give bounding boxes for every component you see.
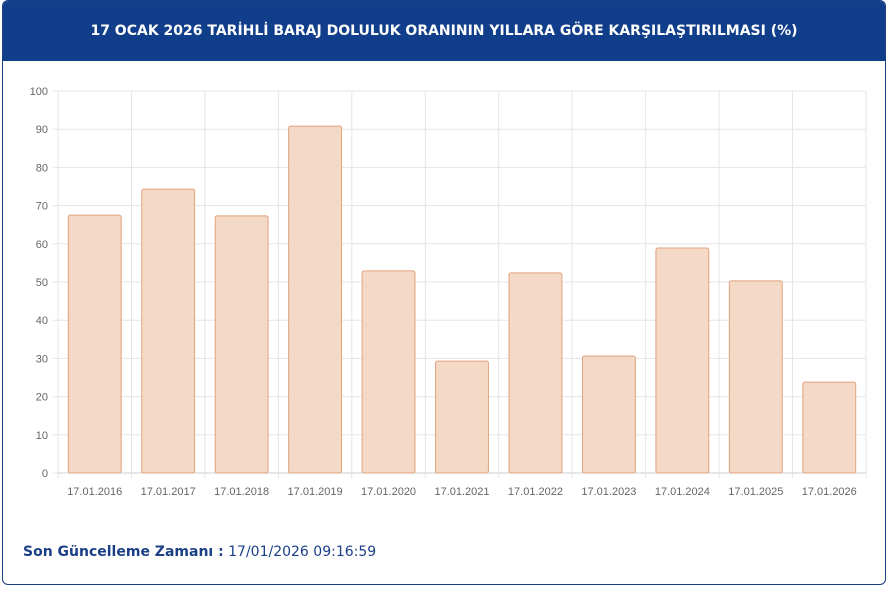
y-tick-label: 0 (42, 468, 48, 480)
x-tick-label: 17.01.2016 (67, 486, 122, 498)
bar (802, 381, 857, 474)
chart: 0 10 20 30 40 50 60 70 80 90 100 17.01.2016 17.01.20… (30, 86, 867, 498)
bar (728, 280, 783, 474)
y-tick-label: 80 (36, 162, 48, 174)
y-tick-label: 30 (36, 353, 48, 365)
x-tick-label: 17.01.2017 (141, 486, 196, 498)
update-time: Son Güncelleme Zamanı : 17/01/2026 09:16… (23, 544, 376, 560)
x-tick-label: 17.01.2022 (508, 486, 563, 498)
y-tick-label: 50 (36, 277, 48, 289)
y-tick-label: 20 (36, 392, 48, 404)
x-tick-label: 17.01.2026 (802, 486, 857, 498)
bar (288, 125, 343, 474)
x-tick-label: 17.01.2018 (214, 486, 269, 498)
update-label: Son Güncelleme Zamanı : (23, 544, 224, 560)
bar (435, 360, 489, 474)
y-tick-label: 40 (36, 315, 48, 327)
x-tick-label: 17.01.2019 (288, 486, 343, 498)
x-tick-label: 17.01.2021 (434, 486, 489, 498)
x-tick-label: 17.01.2024 (655, 486, 710, 498)
header-title: 17 OCAK 2026 TARİHLİ BARAJ DOLULUK ORANI… (3, 1, 885, 61)
bar (655, 247, 710, 474)
bar (141, 188, 196, 474)
bar (581, 355, 636, 474)
y-tick-label: 60 (36, 239, 48, 251)
x-tick-label: 17.01.2020 (361, 486, 416, 498)
bar (67, 214, 122, 474)
y-tick-label: 90 (36, 124, 48, 136)
y-tick-label: 10 (36, 430, 48, 442)
bar (508, 272, 563, 474)
update-value: 17/01/2026 09:16:59 (228, 544, 377, 560)
bar (214, 215, 269, 474)
y-tick-label: 100 (30, 86, 48, 98)
x-tick-label: 17.01.2025 (728, 486, 783, 498)
y-tick-label: 70 (36, 201, 48, 213)
bar (361, 270, 416, 474)
x-tick-label: 17.01.2023 (581, 486, 636, 498)
